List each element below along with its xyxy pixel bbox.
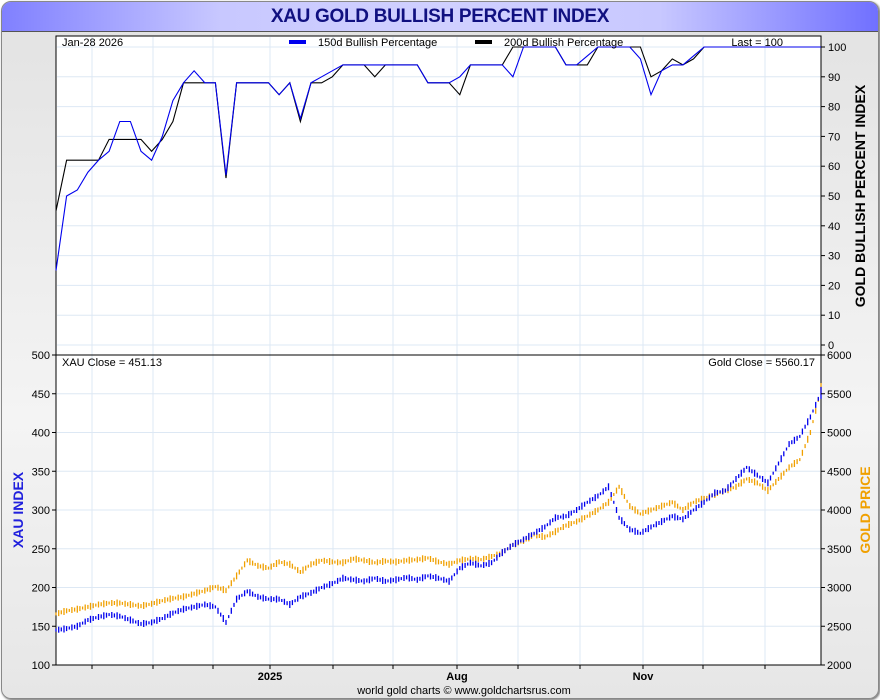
gold-tick-label: 4500 <box>827 466 851 478</box>
chart-title: XAU GOLD BULLISH PERCENT INDEX <box>270 6 610 27</box>
footer-credit: world gold charts © www.goldchartsrus.co… <box>356 685 571 697</box>
grid <box>57 37 820 664</box>
bullish-tick-label: 40 <box>828 221 840 233</box>
series-line-150d <box>55 46 821 271</box>
xau-tick-label: 400 <box>32 428 50 440</box>
xau-close-label: XAU Close = 451.13 <box>62 357 162 369</box>
legend-swatch-150d <box>289 40 306 44</box>
gold-tick-label: 2500 <box>827 621 851 633</box>
legend-200d: 200d Bullish Percentage <box>504 37 623 49</box>
gold-tick-label: 5000 <box>827 428 851 440</box>
bullish-tick-label: 90 <box>828 72 840 84</box>
gold-tick-label: 3000 <box>827 583 851 595</box>
gold-tick-label: 6000 <box>827 350 851 362</box>
bullish-tick-label: 50 <box>828 191 840 203</box>
gold-tick-label: 4000 <box>827 505 851 517</box>
xau-tick-label: 300 <box>32 505 50 517</box>
legend-150d: 150d Bullish Percentage <box>318 37 437 49</box>
series-xau <box>55 386 822 633</box>
legend-swatch-200d <box>475 40 492 44</box>
bullish-tick-label: 30 <box>828 251 840 263</box>
gold-close-label: Gold Close = 5560.17 <box>708 357 815 369</box>
plot-area <box>55 35 822 666</box>
x-tick-label: Aug <box>446 671 467 683</box>
x-tick-label: 2025 <box>258 671 282 683</box>
xau-tick-label: 450 <box>32 389 50 401</box>
bullish-tick-label: 10 <box>828 310 840 322</box>
bullish-tick-label: 70 <box>828 131 840 143</box>
bullish-tick-label: 80 <box>828 102 840 114</box>
x-tick-label: Nov <box>633 671 655 683</box>
ticks: 2025 Aug Nov 0 10 20 30 40 50 60 70 80 90 100 100 150 20… <box>32 42 852 683</box>
bullish-tick-label: 20 <box>828 280 840 292</box>
bullish-tick-label: 0 <box>828 340 834 352</box>
bullish-tick-label: 60 <box>828 161 840 173</box>
xau-tick-label: 500 <box>32 350 50 362</box>
bullish-axis-title: GOLD BULLISH PERCENT INDEX <box>852 84 868 307</box>
gold-tick-label: 3500 <box>827 544 851 556</box>
gold-tick-label: 2000 <box>827 660 851 672</box>
xau-tick-label: 200 <box>32 583 50 595</box>
xau-tick-label: 100 <box>32 660 50 672</box>
last-label: Last = 100 <box>731 37 783 49</box>
xau-tick-label: 250 <box>32 544 50 556</box>
gold-tick-label: 5500 <box>827 389 851 401</box>
bullish-tick-label: 100 <box>828 42 846 54</box>
xau-axis-title: XAU INDEX <box>10 471 26 548</box>
gold-axis-title: GOLD PRICE <box>857 466 873 553</box>
xau-tick-label: 150 <box>32 621 50 633</box>
date-label: Jan-28 2026 <box>62 37 123 49</box>
marks <box>55 46 822 633</box>
title-bar: XAU GOLD BULLISH PERCENT INDEX <box>2 2 878 32</box>
xau-tick-label: 350 <box>32 466 50 478</box>
